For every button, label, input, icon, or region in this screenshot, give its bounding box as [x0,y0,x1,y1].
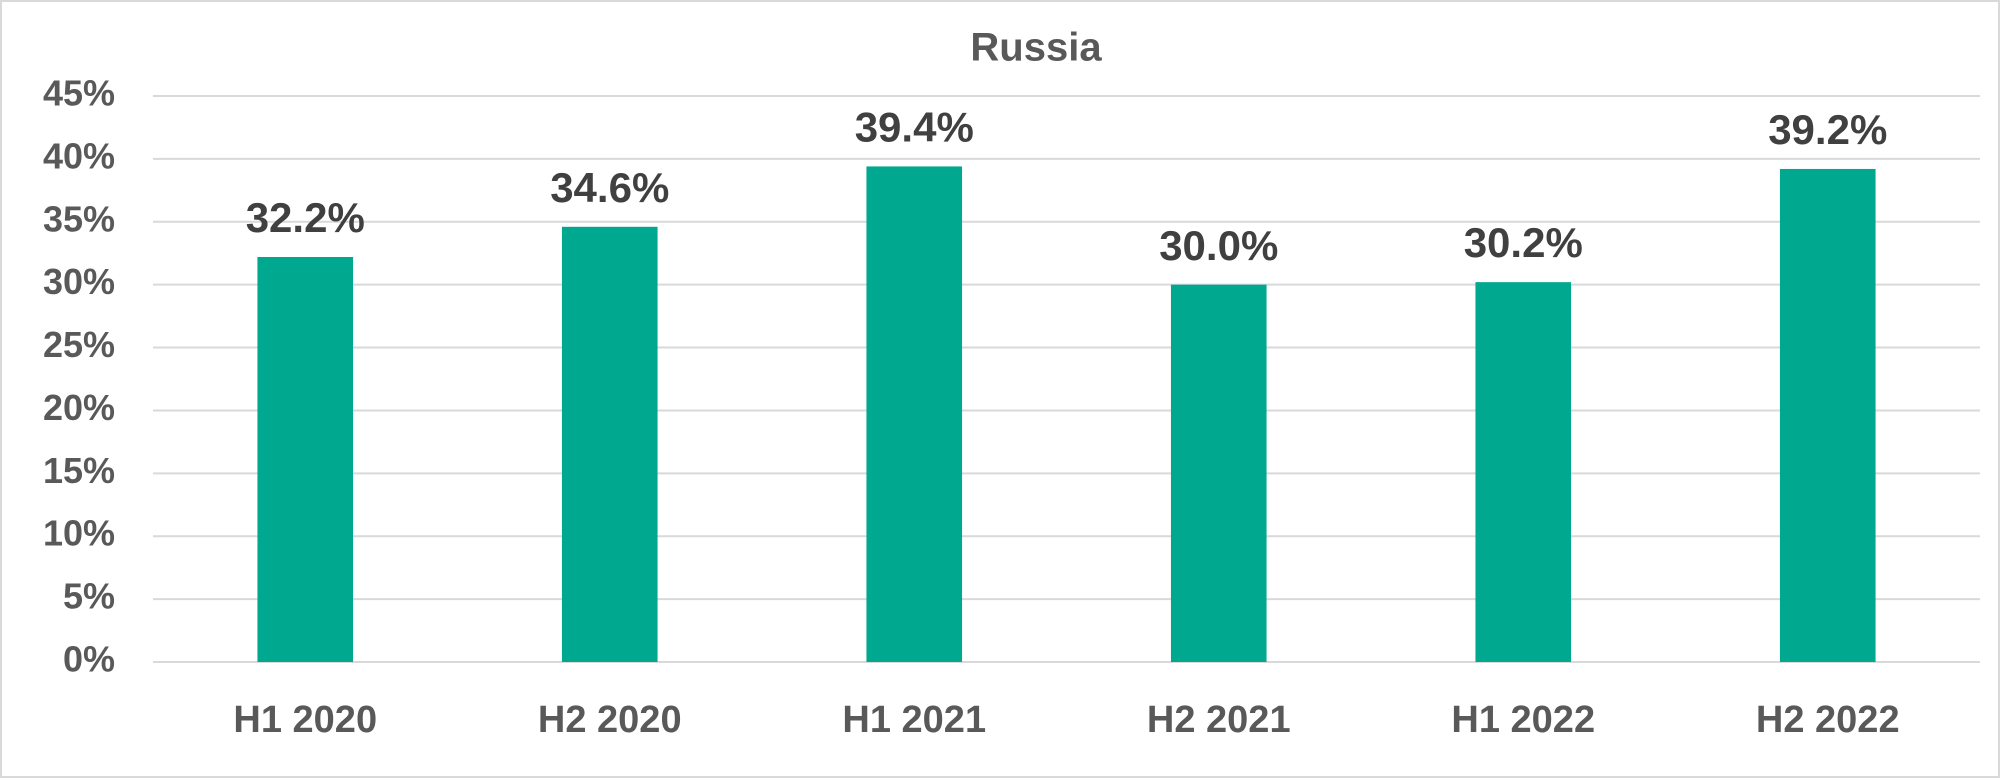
data-label: 34.6% [550,164,669,211]
y-tick-label: 20% [43,387,115,428]
data-label: 39.2% [1768,106,1887,153]
data-label: 39.4% [855,104,974,151]
y-tick-label: 25% [43,324,115,365]
y-tick-label: 40% [43,135,115,176]
y-tick-label: 15% [43,450,115,491]
bar [1170,284,1267,662]
chart-title: Russia [970,26,1102,70]
data-label: 30.0% [1159,222,1278,269]
bar [1475,282,1572,662]
data-label: 30.2% [1464,219,1583,266]
x-tick-label: H1 2020 [233,699,377,741]
bar [257,256,354,662]
data-label: 32.2% [246,194,365,241]
x-tick-label: H2 2020 [538,699,682,741]
x-tick-label: H2 2021 [1147,699,1291,741]
y-tick-label: 30% [43,261,115,302]
x-tick-label: H1 2022 [1451,699,1595,741]
bar [561,226,658,662]
bar [866,166,963,663]
x-tick-label: H2 2022 [1756,699,1900,741]
x-tick-label: H1 2021 [842,699,986,741]
y-tick-label: 5% [63,576,115,617]
bar [1779,168,1876,662]
y-tick-label: 10% [43,513,115,554]
y-tick-label: 45% [43,73,115,114]
y-tick-label: 35% [43,198,115,239]
y-tick-label: 0% [63,639,115,680]
